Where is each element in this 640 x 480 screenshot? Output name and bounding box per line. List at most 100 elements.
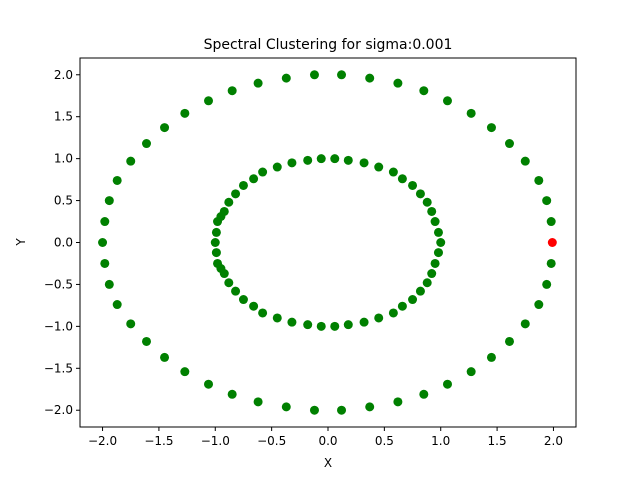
data-point — [520, 319, 530, 329]
data-point — [486, 123, 496, 133]
data-point — [142, 336, 152, 346]
x-tick-label: 0.0 — [318, 434, 337, 448]
y-tick-label: 0.5 — [54, 194, 73, 208]
data-point — [258, 167, 268, 177]
data-point — [309, 70, 319, 80]
data-point — [100, 258, 110, 268]
y-tick-label: −1.0 — [44, 319, 73, 333]
data-point — [408, 180, 418, 190]
y-tick-label: −0.5 — [44, 277, 73, 291]
data-point — [415, 189, 425, 199]
data-point — [359, 317, 369, 327]
plot-points — [98, 70, 557, 415]
data-point — [100, 217, 110, 227]
y-tick-label: −1.5 — [44, 361, 73, 375]
data-point — [281, 402, 291, 412]
data-point — [504, 336, 514, 346]
data-point — [365, 402, 375, 412]
data-point — [365, 73, 375, 83]
data-point — [272, 162, 282, 172]
data-point — [249, 301, 259, 311]
data-point — [287, 158, 297, 168]
data-point — [211, 248, 221, 258]
data-point — [211, 227, 221, 237]
x-axis-label: X — [324, 456, 332, 470]
data-point — [126, 156, 136, 166]
data-point — [486, 352, 496, 362]
data-point — [397, 301, 407, 311]
data-point — [436, 238, 446, 247]
data-point — [160, 352, 170, 362]
x-tick-label: 1.0 — [431, 434, 450, 448]
data-point — [180, 367, 190, 377]
data-point — [316, 154, 326, 164]
data-point — [427, 206, 437, 216]
data-point — [281, 73, 291, 83]
data-point — [542, 279, 552, 289]
data-point — [408, 295, 418, 305]
data-point — [504, 139, 514, 149]
data-point — [546, 217, 556, 227]
data-point — [160, 123, 170, 133]
y-tick-label: 2.0 — [54, 68, 73, 82]
data-point — [430, 258, 440, 268]
x-axis: −2.0 −1.5 −1.0 −0.5 0.0 0.5 1.0 1.5 2.0 — [88, 427, 563, 448]
data-point — [546, 258, 556, 268]
data-point — [104, 196, 114, 206]
data-point — [104, 279, 114, 289]
data-point — [427, 269, 437, 279]
data-point — [547, 238, 557, 247]
data-point — [330, 154, 340, 164]
data-point — [258, 308, 268, 318]
data-point — [374, 313, 384, 323]
x-tick-label: 1.5 — [488, 434, 507, 448]
data-point — [442, 96, 452, 106]
x-tick-label: −1.5 — [144, 434, 173, 448]
data-point — [126, 319, 136, 329]
data-point — [210, 238, 220, 247]
data-point — [433, 248, 443, 258]
data-point — [249, 174, 259, 184]
data-point — [112, 300, 122, 310]
x-tick-label: −2.0 — [88, 434, 117, 448]
data-point — [359, 158, 369, 168]
data-point — [238, 180, 248, 190]
y-axis: −2.0 −1.5 −1.0 −0.5 0.0 0.5 1.0 1.5 2.0 — [44, 68, 80, 417]
data-point — [534, 175, 544, 185]
data-point — [422, 197, 432, 207]
data-point — [393, 78, 403, 88]
data-point — [224, 197, 234, 207]
y-tick-label: 1.0 — [54, 152, 73, 166]
x-tick-label: −0.5 — [257, 434, 286, 448]
data-point — [374, 162, 384, 172]
data-point — [419, 86, 429, 96]
data-point — [466, 108, 476, 118]
data-point — [442, 379, 452, 389]
y-tick-label: 0.0 — [54, 236, 73, 250]
data-point — [219, 206, 229, 216]
data-point — [204, 379, 214, 389]
plot-frame — [79, 57, 577, 428]
data-point — [337, 405, 347, 415]
y-tick-label: −2.0 — [44, 403, 73, 417]
data-point — [112, 175, 122, 185]
data-point — [238, 295, 248, 305]
data-point — [397, 174, 407, 184]
data-point — [272, 313, 282, 323]
data-point — [227, 86, 237, 96]
data-point — [433, 227, 443, 237]
data-point — [231, 189, 241, 199]
data-point — [388, 167, 398, 177]
data-point — [422, 278, 432, 288]
y-axis-label: Y — [14, 238, 28, 247]
data-point — [180, 108, 190, 118]
data-point — [343, 320, 353, 330]
data-point — [224, 278, 234, 288]
data-point — [219, 269, 229, 279]
data-point — [542, 196, 552, 206]
data-point — [330, 321, 340, 331]
data-point — [415, 286, 425, 296]
data-point — [520, 156, 530, 166]
data-point — [253, 78, 263, 88]
